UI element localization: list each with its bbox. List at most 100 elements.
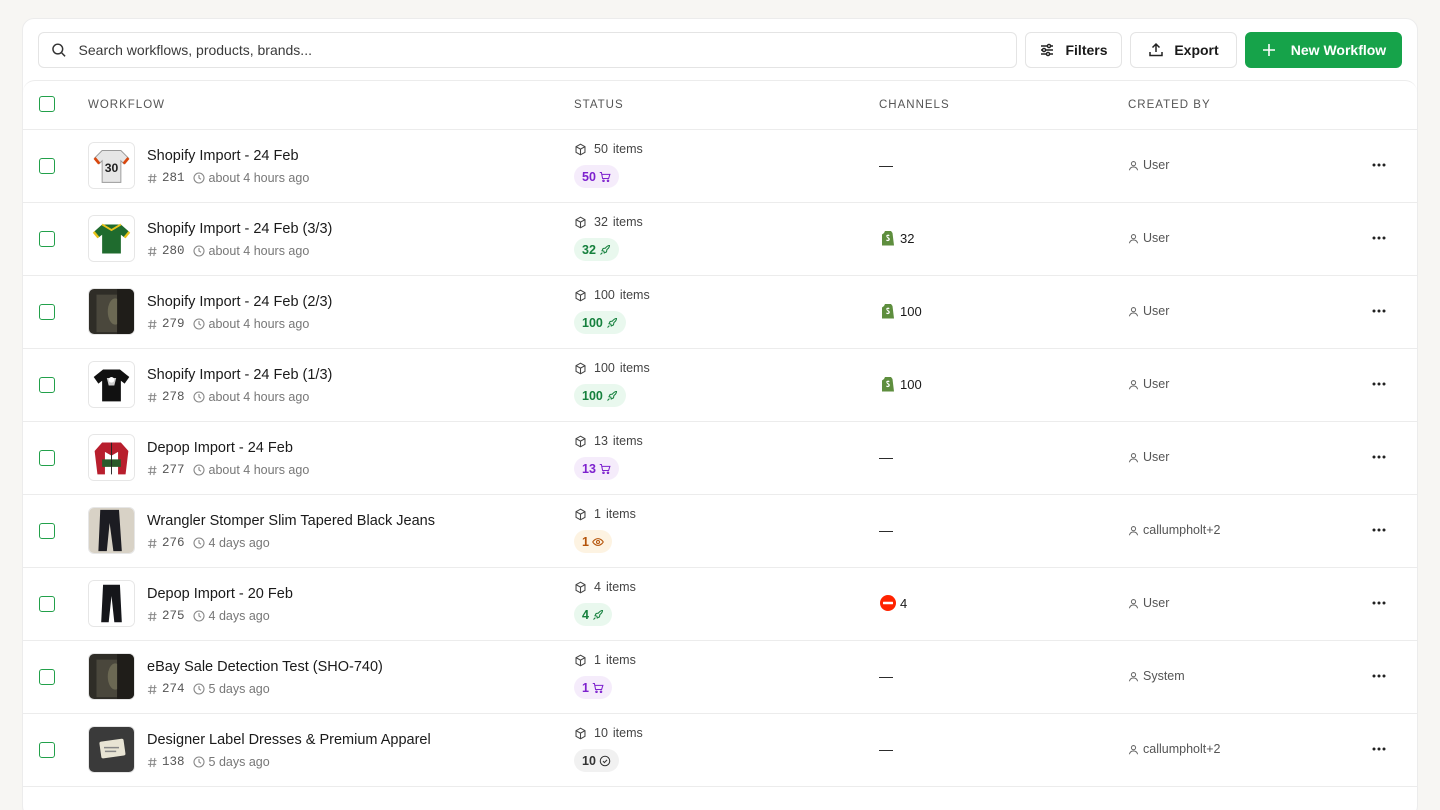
rocket-icon	[599, 244, 611, 256]
more-options-button[interactable]	[1371, 230, 1387, 246]
more-options-button[interactable]	[1371, 741, 1387, 757]
status-items: 1 items	[574, 507, 636, 521]
created-by: User	[1128, 158, 1169, 172]
items-label: items	[619, 361, 650, 375]
table-row[interactable]: Wrangler Stomper Slim Tapered Black Jean…	[23, 495, 1417, 568]
created-by: User	[1128, 450, 1169, 464]
row-checkbox[interactable]	[39, 231, 55, 247]
status-items: 4 items	[574, 580, 636, 594]
table-row[interactable]: Designer Label Dresses & Premium Apparel…	[23, 714, 1417, 787]
row-checkbox[interactable]	[39, 450, 55, 466]
channel-cell: 100	[879, 302, 922, 320]
workflow-time: 5 days ago	[208, 682, 270, 696]
created-by: User	[1128, 231, 1169, 245]
header-channels: CHANNELS	[879, 99, 950, 111]
more-icon	[1371, 449, 1387, 465]
more-options-button[interactable]	[1371, 376, 1387, 392]
creator-name: User	[1143, 158, 1170, 172]
row-checkbox[interactable]	[39, 158, 55, 174]
items-count: 100	[594, 361, 615, 375]
shopify-icon	[879, 302, 897, 320]
more-options-button[interactable]	[1371, 157, 1387, 173]
hash-icon	[147, 684, 158, 695]
more-icon	[1371, 303, 1387, 319]
row-checkbox[interactable]	[39, 304, 55, 320]
items-label: items	[605, 580, 636, 594]
box-icon	[574, 727, 587, 740]
filters-button[interactable]: Filters	[1025, 32, 1122, 68]
more-options-button[interactable]	[1371, 595, 1387, 611]
new-workflow-button[interactable]: New Workflow	[1245, 32, 1402, 68]
workflow-id: 279	[162, 317, 185, 331]
status-badge: 1	[574, 530, 612, 553]
table-row[interactable]: Shopify Import - 24 Feb (1/3) 278 about 4 …	[23, 349, 1417, 422]
channel-empty: —	[879, 522, 893, 538]
row-checkbox[interactable]	[39, 377, 55, 393]
workflow-name[interactable]: Shopify Import - 24 Feb (1/3)	[147, 367, 333, 383]
row-checkbox[interactable]	[39, 523, 55, 539]
items-count: 1	[594, 653, 601, 667]
workflow-time: about 4 hours ago	[208, 463, 310, 477]
more-icon	[1371, 157, 1387, 173]
workflow-id: 278	[162, 390, 185, 404]
workflow-meta: 279 about 4 hours ago	[147, 317, 309, 331]
workflow-time: about 4 hours ago	[208, 244, 310, 258]
workflow-time: about 4 hours ago	[208, 390, 310, 404]
channel-empty: —	[879, 157, 893, 173]
items-count: 100	[594, 288, 615, 302]
more-options-button[interactable]	[1371, 668, 1387, 684]
items-count: 13	[594, 434, 608, 448]
clock-icon	[192, 318, 205, 330]
status-badge: 100	[574, 311, 626, 334]
select-all-checkbox[interactable]	[39, 96, 55, 112]
product-thumbnail	[88, 580, 135, 627]
workflow-id: 274	[162, 682, 185, 696]
table-row[interactable]: Depop Import - 20 Feb 275 4 days ago 4 items…	[23, 568, 1417, 641]
workflow-name[interactable]: Shopify Import - 24 Feb (2/3)	[147, 294, 333, 310]
channel-count: 32	[900, 230, 915, 246]
status-items: 10 items	[574, 726, 643, 740]
row-checkbox[interactable]	[39, 596, 55, 612]
table-row[interactable]: Shopify Import - 24 Feb (2/3) 279 about 4 …	[23, 276, 1417, 349]
table-row[interactable]: Depop Import - 24 Feb 277 about 4 hours ag…	[23, 422, 1417, 495]
cart-icon	[592, 682, 604, 694]
workflow-name[interactable]: Shopify Import - 24 Feb (3/3)	[147, 221, 333, 237]
box-icon	[574, 362, 587, 375]
table-row[interactable]: Shopify Import - 24 Feb (3/3) 280 about 4 …	[23, 203, 1417, 276]
status-badge: 10	[574, 749, 619, 772]
workflow-id: 138	[162, 755, 185, 769]
workflow-id: 277	[162, 463, 185, 477]
more-options-button[interactable]	[1371, 522, 1387, 538]
creator-name: callumpholt+2	[1143, 742, 1221, 756]
clock-icon	[192, 756, 205, 768]
more-icon	[1371, 230, 1387, 246]
user-icon	[1128, 233, 1139, 244]
hash-icon	[147, 611, 158, 622]
creator-name: User	[1143, 377, 1170, 391]
header-status: STATUS	[574, 99, 624, 111]
eye-icon	[592, 536, 604, 548]
workflow-name[interactable]: eBay Sale Detection Test (SHO-740)	[147, 659, 383, 675]
workflow-name[interactable]: Wrangler Stomper Slim Tapered Black Jean…	[147, 513, 435, 529]
row-checkbox[interactable]	[39, 669, 55, 685]
badge-count: 100	[582, 388, 603, 403]
user-icon	[1128, 452, 1139, 463]
search-input[interactable]	[78, 42, 1016, 58]
table-row[interactable]: eBay Sale Detection Test (SHO-740) 274 5 d…	[23, 641, 1417, 714]
workflow-name[interactable]: Depop Import - 20 Feb	[147, 586, 293, 602]
workflow-name[interactable]: Designer Label Dresses & Premium Apparel	[147, 732, 431, 748]
workflow-name[interactable]: Shopify Import - 24 Feb	[147, 148, 299, 164]
hash-icon	[147, 757, 158, 768]
more-options-button[interactable]	[1371, 303, 1387, 319]
row-checkbox[interactable]	[39, 742, 55, 758]
search-box[interactable]	[38, 32, 1017, 68]
creator-name: callumpholt+2	[1143, 523, 1221, 537]
channel-empty: —	[879, 741, 893, 757]
box-icon	[574, 216, 587, 229]
table-row[interactable]: 30 Shopify Import - 24 Feb 281 about 4 hour…	[23, 130, 1417, 203]
items-count: 10	[594, 726, 608, 740]
workflow-name[interactable]: Depop Import - 24 Feb	[147, 440, 293, 456]
more-options-button[interactable]	[1371, 449, 1387, 465]
export-button[interactable]: Export	[1130, 32, 1237, 68]
workflow-id: 276	[162, 536, 185, 550]
